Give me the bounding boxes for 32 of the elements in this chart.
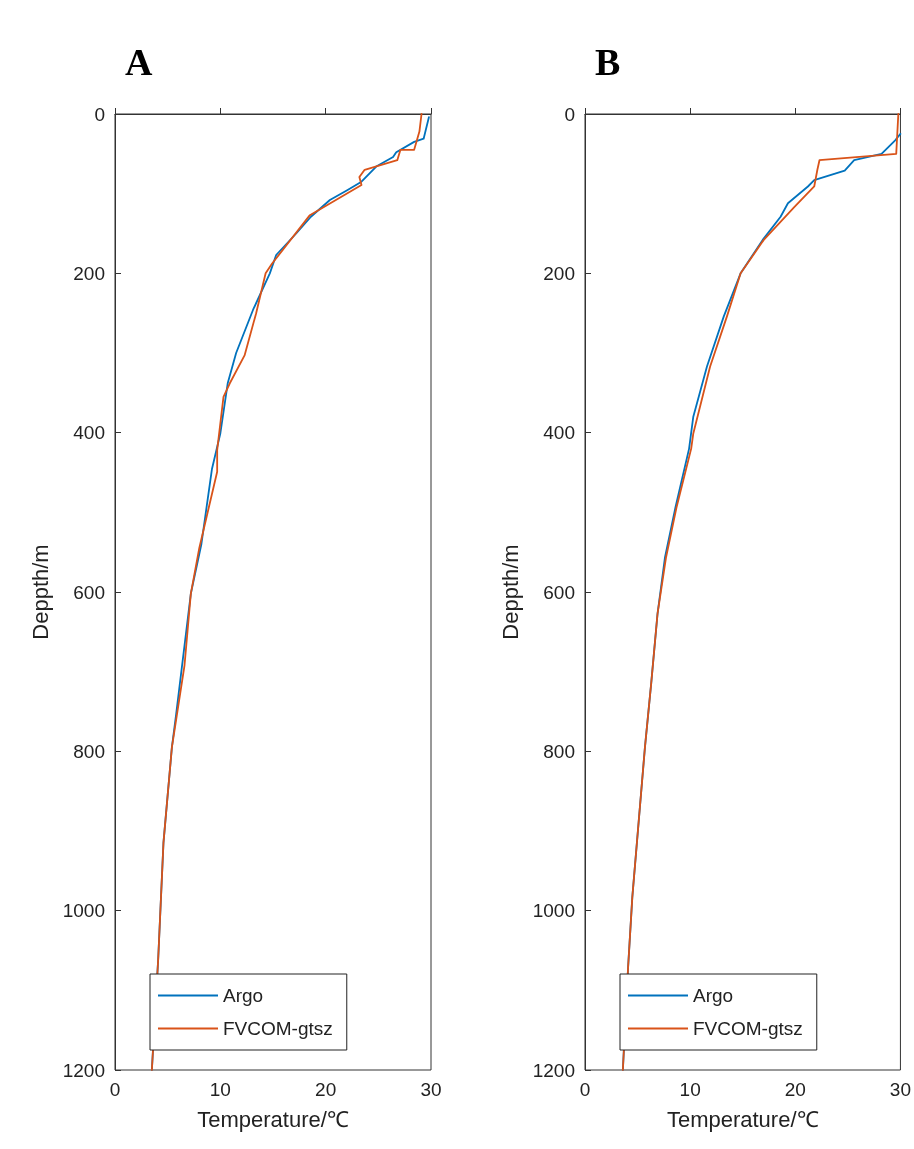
y-axis-title: Deppth/m <box>28 544 54 640</box>
x-tick-label: 20 <box>315 1079 337 1100</box>
x-tick-label: 10 <box>209 1079 231 1100</box>
x-tick-label: 20 <box>784 1079 806 1100</box>
x-axis-title: Temperature/℃ <box>197 1106 349 1132</box>
y-axis-title: Deppth/m <box>498 544 524 640</box>
y-tick-label: 600 <box>73 581 105 603</box>
x-tick-label: 10 <box>679 1079 701 1100</box>
legend-label: Argo <box>693 985 734 1006</box>
x-axis-title: Temperature/℃ <box>666 1106 819 1132</box>
y-tick-label: 200 <box>73 262 105 284</box>
y-tick-label: 400 <box>543 422 575 444</box>
y-tick-label: 1000 <box>62 900 105 922</box>
y-tick-label: 200 <box>543 262 575 284</box>
x-tick-label: 0 <box>579 1079 591 1100</box>
legend-label: Argo <box>223 985 264 1006</box>
x-tick-label: 30 <box>889 1079 911 1100</box>
y-tick-label: 1000 <box>532 900 575 922</box>
x-tick-label: 30 <box>420 1079 442 1100</box>
chart-title: B <box>595 41 621 83</box>
y-tick-label: 0 <box>94 103 105 125</box>
y-tick-label: 400 <box>73 422 105 444</box>
y-tick-label: 1200 <box>532 1059 575 1081</box>
chart-title: A <box>125 41 153 83</box>
y-tick-label: 800 <box>73 740 105 762</box>
x-tick-label: 0 <box>109 1079 121 1100</box>
y-tick-label: 600 <box>543 581 575 603</box>
y-tick-label: 1200 <box>62 1059 105 1081</box>
y-tick-label: 800 <box>543 740 575 762</box>
y-tick-label: 0 <box>564 103 575 125</box>
legend-label: FVCOM-gtsz <box>223 1018 333 1039</box>
legend-label: FVCOM-gtsz <box>693 1018 803 1039</box>
